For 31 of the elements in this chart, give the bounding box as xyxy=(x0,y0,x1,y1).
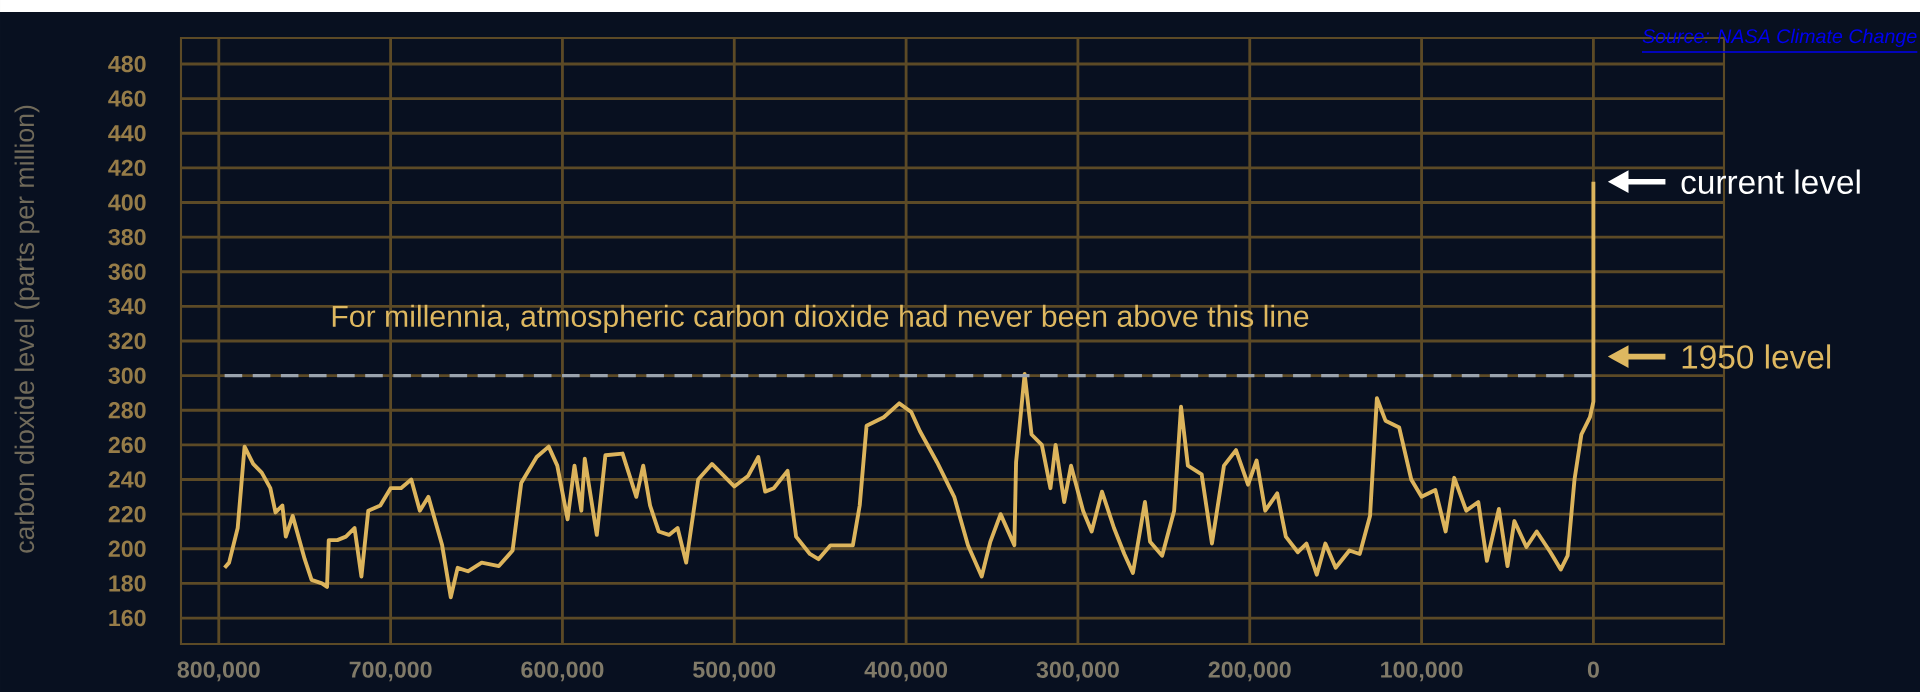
y-tick-label: 220 xyxy=(108,505,146,523)
y-tick-label: 420 xyxy=(108,159,146,177)
annotation: Source: NASA Climate Change xyxy=(1642,28,1917,48)
annotation: current level xyxy=(1681,169,1860,195)
y-tick-label: 160 xyxy=(109,609,146,627)
x-tick-label: 200,000 xyxy=(1208,661,1291,682)
y-tick-label: 380 xyxy=(108,228,146,246)
x-tick-label: 700,000 xyxy=(349,661,432,682)
y-tick-label: 460 xyxy=(108,90,146,107)
y-tick-label: 440 xyxy=(108,125,146,142)
x-tick-label: 500,000 xyxy=(693,661,776,682)
x-tick-label: 0 xyxy=(1587,661,1599,678)
y-tick-label: 200 xyxy=(108,540,146,558)
x-tick-label: 300,000 xyxy=(1036,661,1119,682)
x-tick-label: 100,000 xyxy=(1381,661,1463,682)
y-axis-title: carbon dioxide level (parts per million) xyxy=(14,105,40,553)
y-tick-label: 240 xyxy=(108,471,146,488)
x-tick-label: 400,000 xyxy=(864,661,948,682)
y-tick-label: 340 xyxy=(108,298,146,315)
y-tick-label: 180 xyxy=(109,575,146,592)
y-tick-label: 480 xyxy=(108,55,146,73)
ref-line-label: For millennia, atmospheric carbon dioxide had never been above this line xyxy=(332,304,1309,333)
x-tick-label: 800,000 xyxy=(177,661,260,682)
annotation: 1950 level xyxy=(1682,344,1831,369)
y-tick-label: 400 xyxy=(108,194,146,211)
x-tick-label: 600,000 xyxy=(521,661,604,682)
y-tick-label: 260 xyxy=(108,436,146,454)
y-tick-label: 300 xyxy=(108,367,146,384)
y-tick-label: 320 xyxy=(108,332,146,350)
y-tick-label: 280 xyxy=(108,402,146,419)
y-tick-label: 360 xyxy=(108,263,146,281)
